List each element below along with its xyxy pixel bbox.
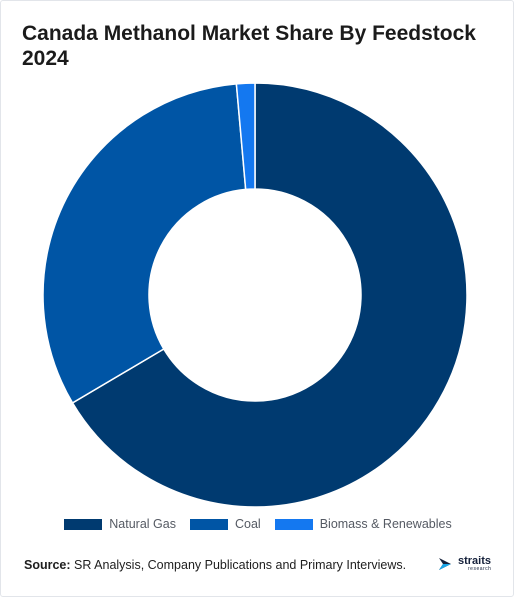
- straits-research-logo: straits research: [437, 553, 497, 575]
- logo-name: straits: [458, 555, 492, 567]
- source-text: SR Analysis, Company Publications and Pr…: [70, 558, 407, 572]
- legend-swatch-coal: [189, 518, 228, 530]
- legend-item-coal: Coal: [189, 517, 261, 531]
- legend: Natural Gas Coal Biomass & Renewables: [1, 517, 513, 531]
- legend-label-biomass-renewables: Biomass & Renewables: [319, 517, 452, 531]
- legend-swatch-biomass-renewables: [274, 518, 313, 530]
- legend-item-biomass-renewables: Biomass & Renewables: [274, 517, 452, 531]
- slice-natural-gas: [71, 82, 468, 508]
- logo-subtitle: research: [468, 566, 492, 572]
- legend-swatch-natural-gas: [64, 518, 103, 530]
- legend-label-natural-gas: Natural Gas: [109, 517, 176, 531]
- source-note: Source: SR Analysis, Company Publication…: [24, 558, 406, 572]
- legend-item-natural-gas: Natural Gas: [64, 517, 176, 531]
- slice-biomass-renewables: [235, 82, 256, 191]
- legend-label-coal: Coal: [234, 517, 261, 531]
- source-label: Source:: [24, 558, 71, 572]
- donut-slices: [42, 82, 468, 508]
- straits-logo-icon: [439, 558, 451, 570]
- chart-title: Canada Methanol Market Share By Feedstoc…: [22, 22, 476, 70]
- slice-coal: [42, 83, 247, 404]
